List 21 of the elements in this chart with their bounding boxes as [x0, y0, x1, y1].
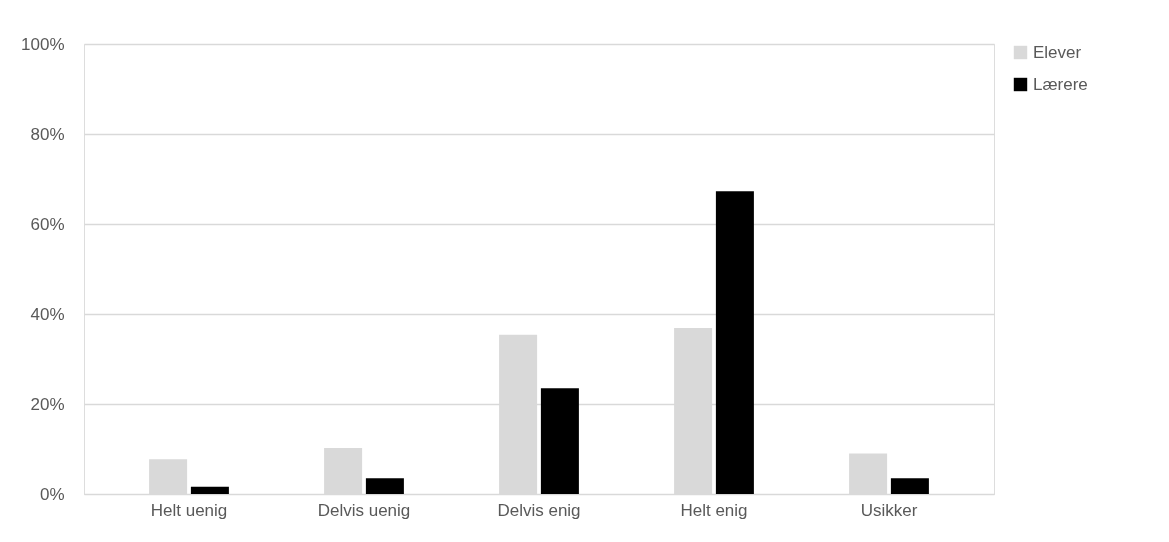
y-tick-label: 20% — [30, 394, 65, 414]
y-tick-label: 100% — [21, 34, 65, 54]
y-tick-label: 60% — [30, 214, 65, 234]
bar — [849, 453, 888, 494]
x-tick-label: Delvis uenig — [317, 500, 411, 520]
bar — [540, 388, 579, 494]
y-tick-label: 0% — [39, 484, 65, 504]
bar — [890, 478, 929, 494]
x-tick-label: Usikker — [860, 500, 918, 520]
y-tick-label: 40% — [30, 304, 65, 324]
x-tick-label: Helt uenig — [150, 500, 228, 520]
bar — [715, 191, 754, 494]
y-tick-label: 80% — [30, 124, 65, 144]
bar — [324, 448, 363, 494]
legend-label: Lærere — [1033, 74, 1088, 94]
bar — [149, 459, 188, 494]
bar — [365, 478, 404, 494]
legend-label: Elever — [1033, 42, 1082, 62]
x-tick-label: Helt enig — [680, 500, 748, 520]
x-tick-label: Delvis enig — [497, 500, 581, 520]
bar — [190, 486, 229, 494]
